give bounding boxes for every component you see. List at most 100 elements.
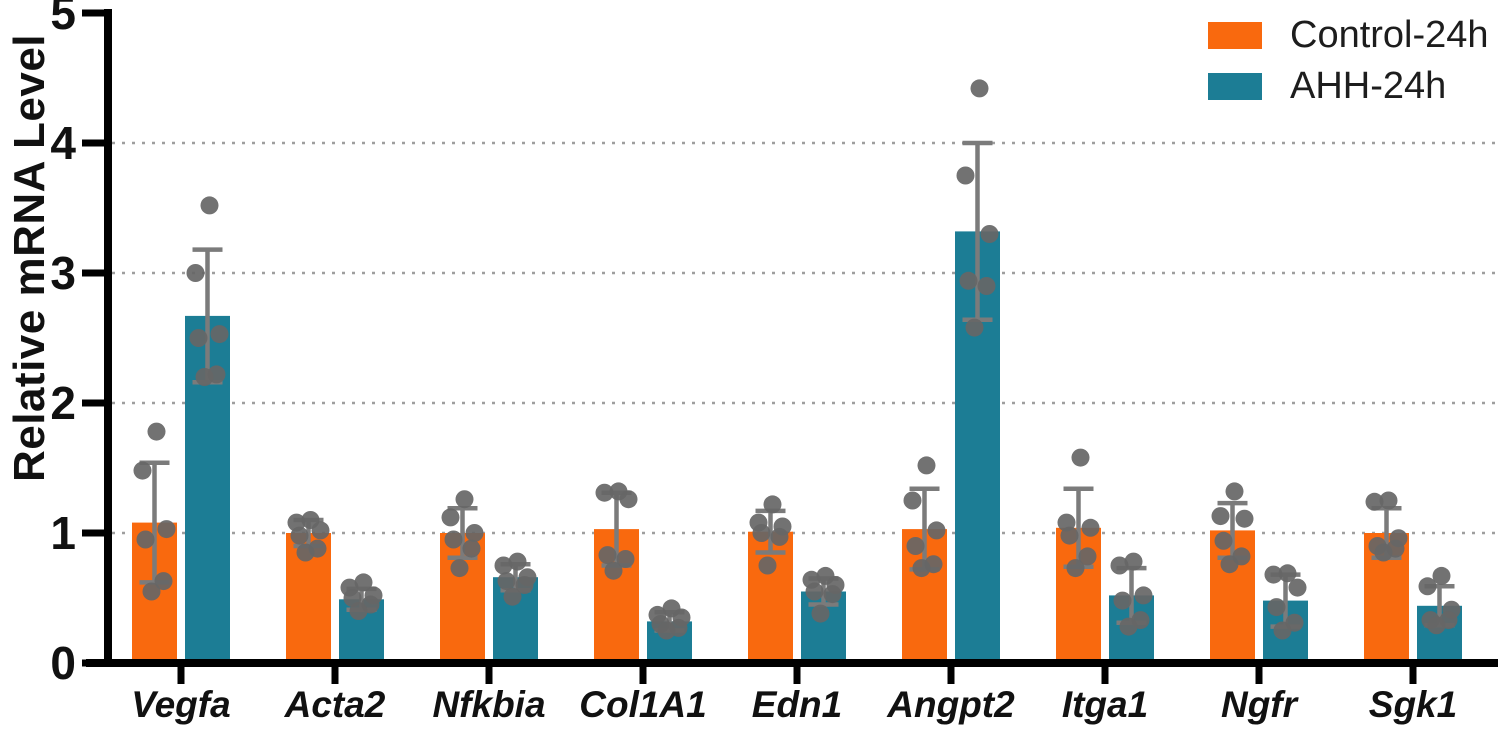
data-point-Control-24h-Angpt2 <box>912 559 931 578</box>
data-point-Control-24h-Col1A1 <box>598 546 617 565</box>
data-point-Control-24h-Sgk1 <box>1374 543 1393 562</box>
x-axis-label-Edn1: Edn1 <box>752 684 842 725</box>
data-point-Control-24h-Ngfr <box>1211 507 1230 526</box>
data-point-Control-24h-Edn1 <box>752 524 771 542</box>
y-tick-5 <box>82 9 110 17</box>
x-axis-label-Ngfr: Ngfr <box>1221 684 1300 725</box>
data-point-AHH-24h-Vegfa <box>210 325 229 344</box>
data-point-Control-24h-Ngfr <box>1220 555 1239 574</box>
data-point-Control-24h-Nfkbia <box>462 539 481 558</box>
x-tick-Col1A1 <box>639 663 647 684</box>
data-point-Control-24h-Acta2 <box>290 526 309 545</box>
y-tick-0 <box>82 659 110 667</box>
data-point-Control-24h-Edn1 <box>758 556 777 575</box>
data-point-AHH-24h-Nfkbia <box>515 576 534 594</box>
data-point-Control-24h-Vegfa <box>136 530 155 549</box>
data-point-Control-24h-Itga1 <box>1078 547 1097 566</box>
legend-swatch-control-24h <box>1208 21 1262 49</box>
data-point-AHH-24h-Angpt2 <box>959 271 978 290</box>
x-axis-label-Nfkbia: Nfkbia <box>432 684 545 725</box>
x-axis-label-Angpt2: Angpt2 <box>886 684 1015 725</box>
data-point-Control-24h-Vegfa <box>133 461 152 480</box>
data-point-AHH-24h-Acta2 <box>354 573 373 592</box>
y-tick-3 <box>82 269 110 277</box>
legend-swatch-ahh-24h <box>1208 72 1262 100</box>
data-point-Control-24h-Nfkbia <box>465 524 484 542</box>
data-point-AHH-24h-Itga1 <box>1119 617 1138 636</box>
y-axis-line <box>104 9 112 667</box>
legend: Control-24h AHH-24h <box>1208 16 1489 105</box>
data-point-AHH-24h-Sgk1 <box>1432 566 1451 585</box>
data-point-Control-24h-Angpt2 <box>903 491 922 510</box>
data-point-Control-24h-Acta2 <box>296 543 315 562</box>
data-point-AHH-24h-Vegfa <box>189 329 208 347</box>
x-axis-label-Sgk1: Sgk1 <box>1369 684 1457 725</box>
y-tick-2 <box>82 399 110 407</box>
x-axis-label-Acta2: Acta2 <box>284 684 386 725</box>
data-point-AHH-24h-Ngfr <box>1264 565 1283 584</box>
data-point-Control-24h-Edn1 <box>770 527 789 546</box>
x-tick-Acta2 <box>331 663 339 684</box>
legend-item-ahh: AHH-24h <box>1208 67 1489 105</box>
data-point-AHH-24h-Col1A1 <box>657 621 676 640</box>
data-point-AHH-24h-Vegfa <box>186 264 205 282</box>
data-point-Control-24h-Angpt2 <box>927 521 946 540</box>
x-tick-Edn1 <box>793 663 801 684</box>
data-point-Control-24h-Nfkbia <box>455 490 474 509</box>
data-point-Control-24h-Ngfr <box>1235 509 1254 528</box>
x-axis-label-Col1A1: Col1A1 <box>579 684 706 725</box>
x-axis-label-Vegfa: Vegfa <box>131 684 230 725</box>
data-point-Control-24h-Nfkbia <box>441 508 460 527</box>
x-axis-line <box>86 659 1498 667</box>
x-tick-Angpt2 <box>947 663 955 684</box>
data-point-Control-24h-Vegfa <box>142 582 161 601</box>
y-tick-1 <box>82 529 110 537</box>
data-point-AHH-24h-Edn1 <box>805 582 824 601</box>
data-point-Control-24h-Sgk1 <box>1365 492 1384 511</box>
data-point-AHH-24h-Ngfr <box>1267 598 1286 617</box>
data-point-Control-24h-Itga1 <box>1071 448 1090 467</box>
y-tick-label-2: 2 <box>50 377 76 429</box>
x-axis-label-Itga1: Itga1 <box>1062 684 1148 725</box>
data-point-Control-24h-Ngfr <box>1225 482 1244 501</box>
y-tick-label-5: 5 <box>50 0 76 39</box>
data-point-AHH-24h-Sgk1 <box>1427 616 1446 635</box>
data-point-AHH-24h-Itga1 <box>1124 552 1143 571</box>
data-point-AHH-24h-Nfkbia <box>497 572 516 591</box>
y-axis-title: Relative mRNA Level <box>5 33 54 483</box>
data-point-AHH-24h-Itga1 <box>1113 591 1132 610</box>
data-point-AHH-24h-Angpt2 <box>980 225 999 243</box>
data-point-AHH-24h-Itga1 <box>1134 586 1153 605</box>
data-point-Control-24h-Itga1 <box>1066 559 1085 578</box>
data-point-AHH-24h-Angpt2 <box>970 79 989 98</box>
data-point-AHH-24h-Vegfa <box>200 196 219 215</box>
x-tick-Ngfr <box>1255 663 1263 684</box>
data-point-AHH-24h-Angpt2 <box>965 318 984 337</box>
legend-item-control: Control-24h <box>1208 16 1489 54</box>
y-tick-label-0: 0 <box>50 637 76 689</box>
data-point-Control-24h-Nfkbia <box>450 559 469 578</box>
data-point-Control-24h-Sgk1 <box>1379 491 1398 510</box>
data-point-Control-24h-Vegfa <box>154 572 173 591</box>
y-tick-label-3: 3 <box>50 247 76 299</box>
y-tick-label-4: 4 <box>50 117 76 169</box>
data-point-Control-24h-Col1A1 <box>616 550 635 568</box>
data-point-Control-24h-Vegfa <box>147 422 166 441</box>
data-point-AHH-24h-Ngfr <box>1288 578 1307 597</box>
data-point-AHH-24h-Nfkbia <box>508 552 527 571</box>
data-point-Control-24h-Col1A1 <box>595 483 614 502</box>
data-point-AHH-24h-Edn1 <box>823 585 842 604</box>
data-point-Control-24h-Edn1 <box>763 495 782 514</box>
data-point-AHH-24h-Ngfr <box>1273 621 1292 640</box>
data-point-AHH-24h-Nfkbia <box>503 587 522 606</box>
data-point-AHH-24h-Ngfr <box>1278 564 1297 583</box>
data-point-AHH-24h-Angpt2 <box>977 277 996 295</box>
data-point-Control-24h-Ngfr <box>1214 531 1233 550</box>
data-point-AHH-24h-Acta2 <box>349 602 368 620</box>
data-point-Control-24h-Itga1 <box>1060 526 1079 545</box>
data-point-AHH-24h-Itga1 <box>1110 556 1129 575</box>
data-point-AHH-24h-Nfkbia <box>494 556 513 575</box>
x-tick-Itga1 <box>1101 663 1109 684</box>
x-tick-Vegfa <box>177 663 185 684</box>
